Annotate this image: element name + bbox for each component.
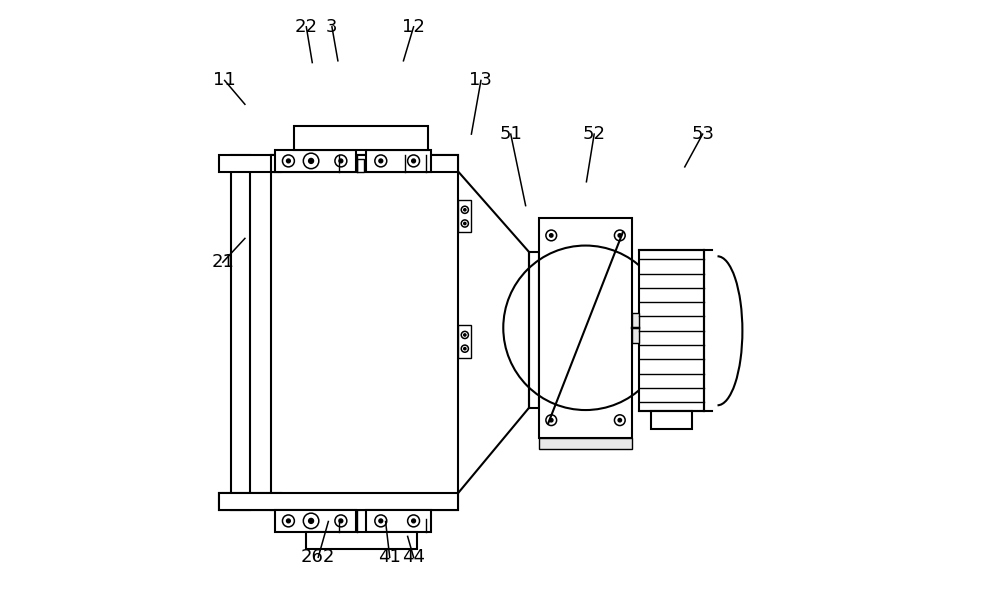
Circle shape xyxy=(339,159,343,163)
Circle shape xyxy=(379,159,383,163)
Bar xyxy=(275,510,356,532)
Bar xyxy=(539,218,632,438)
Bar xyxy=(366,510,431,532)
Circle shape xyxy=(550,234,553,237)
Circle shape xyxy=(464,209,466,211)
Text: 21: 21 xyxy=(211,253,234,271)
Circle shape xyxy=(464,347,466,350)
Bar xyxy=(529,252,539,408)
Bar xyxy=(219,155,281,172)
Circle shape xyxy=(339,519,343,523)
Bar xyxy=(271,155,458,510)
Bar xyxy=(651,411,692,429)
Circle shape xyxy=(412,159,415,163)
Circle shape xyxy=(309,159,314,163)
Text: 53: 53 xyxy=(691,125,714,143)
Circle shape xyxy=(287,519,290,523)
Bar xyxy=(271,155,458,172)
Circle shape xyxy=(464,222,466,225)
Bar xyxy=(539,438,632,449)
Bar xyxy=(275,150,356,172)
Bar xyxy=(219,493,281,510)
Bar xyxy=(306,532,417,549)
Bar xyxy=(632,313,639,343)
Circle shape xyxy=(309,519,314,523)
Bar xyxy=(366,150,431,172)
Text: 3: 3 xyxy=(326,18,338,36)
Text: 22: 22 xyxy=(295,18,318,36)
Circle shape xyxy=(618,234,622,237)
Text: 51: 51 xyxy=(499,125,522,143)
Circle shape xyxy=(550,418,553,422)
Circle shape xyxy=(618,418,622,422)
Bar xyxy=(231,155,250,510)
Circle shape xyxy=(379,519,383,523)
Text: 12: 12 xyxy=(402,18,425,36)
Bar xyxy=(294,126,428,150)
Bar xyxy=(458,200,471,232)
Text: 44: 44 xyxy=(402,548,425,566)
Circle shape xyxy=(464,334,466,336)
Bar xyxy=(219,493,458,510)
Text: 13: 13 xyxy=(469,72,492,89)
Bar xyxy=(357,159,364,172)
Text: 11: 11 xyxy=(213,72,236,89)
Text: 262: 262 xyxy=(301,548,335,566)
Circle shape xyxy=(412,519,415,523)
Circle shape xyxy=(287,159,290,163)
Bar xyxy=(458,325,471,358)
Text: 41: 41 xyxy=(378,548,401,566)
Bar xyxy=(639,250,704,411)
Text: 52: 52 xyxy=(583,125,606,143)
